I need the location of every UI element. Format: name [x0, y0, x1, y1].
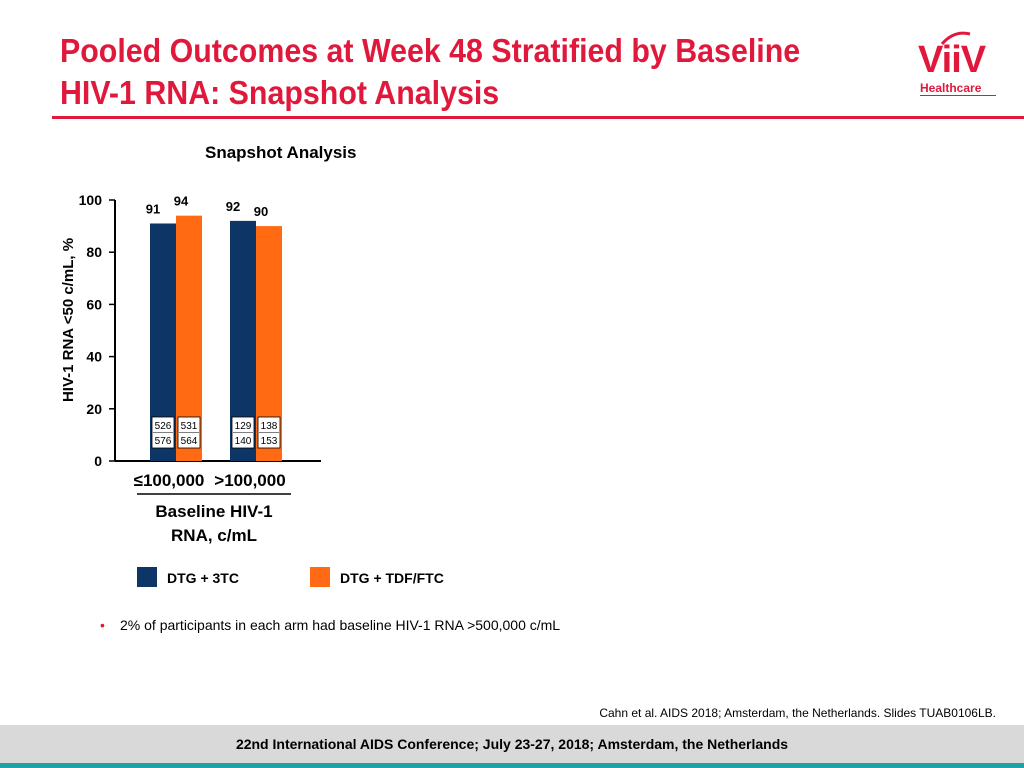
bullet-marker: •: [100, 617, 105, 633]
count-numerator: 138: [261, 421, 278, 432]
x-category-label: >100,000: [214, 471, 285, 490]
logo-underline: [920, 95, 996, 96]
y-tick-label: 60: [86, 296, 102, 312]
slide-title-line-1: Pooled Outcomes at Week 48 Stratified by…: [60, 32, 801, 69]
slide-title: Pooled Outcomes at Week 48 Stratified by…: [60, 30, 842, 114]
legend-swatch: [310, 567, 330, 587]
bar-value-label: 92: [226, 199, 240, 214]
bar-value-label: 91: [146, 201, 160, 216]
chart-title: Snapshot Analysis: [205, 143, 357, 162]
count-denominator: 576: [155, 436, 172, 447]
count-numerator: 526: [155, 421, 172, 432]
count-numerator: 531: [181, 421, 198, 432]
slide-title-line-2: HIV-1 RNA: Snapshot Analysis: [60, 74, 500, 111]
logo-wordmark: ViiV: [918, 39, 986, 81]
title-divider: [52, 116, 1024, 119]
legend-swatch: [137, 567, 157, 587]
bar-value-label: 90: [254, 204, 268, 219]
y-tick-label: 20: [86, 401, 102, 417]
y-tick-label: 0: [94, 453, 102, 469]
count-numerator: 129: [235, 421, 252, 432]
logo-subtitle: Healthcare: [920, 81, 982, 95]
legend-label: DTG + 3TC: [167, 570, 239, 586]
x-axis-title-line-1: Baseline HIV-1: [155, 502, 272, 521]
x-axis-title-line-2: RNA, c/mL: [171, 526, 257, 545]
count-denominator: 153: [261, 436, 278, 447]
viiv-healthcare-logo: ViiV Healthcare: [912, 28, 1002, 98]
footer-bar: [0, 725, 1024, 763]
footer-text: 22nd International AIDS Conference; July…: [235, 736, 789, 752]
y-axis-label: HIV-1 RNA <50 c/mL, %: [60, 238, 77, 402]
count-denominator: 564: [181, 436, 198, 447]
x-category-label: ≤100,000: [134, 471, 205, 490]
legend-label: DTG + TDF/FTC: [340, 570, 444, 586]
y-tick-label: 40: [86, 349, 102, 365]
y-tick-label: 80: [86, 244, 102, 260]
bullet-note: 2% of participants in each arm had basel…: [120, 617, 561, 633]
count-denominator: 140: [235, 436, 252, 447]
bar-value-label: 94: [174, 194, 189, 209]
y-tick-label: 100: [79, 192, 103, 208]
citation: Cahn et al. AIDS 2018; Amsterdam, the Ne…: [599, 706, 996, 720]
logo-swoosh-icon: [940, 31, 971, 46]
footer-stripe: [0, 763, 1024, 768]
